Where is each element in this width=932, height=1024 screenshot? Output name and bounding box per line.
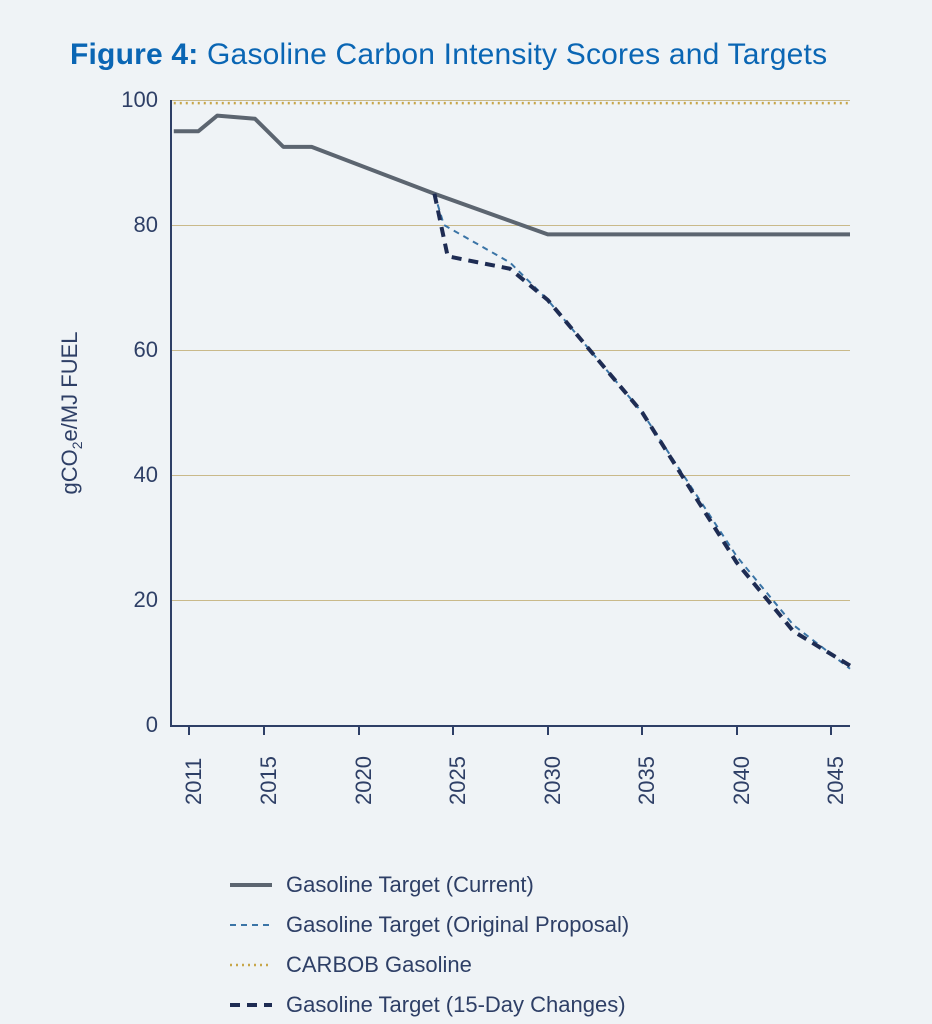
x-tick-mark bbox=[830, 725, 832, 735]
x-axis-line bbox=[170, 725, 850, 727]
legend-swatch bbox=[230, 994, 272, 1016]
x-tick-label: 2035 bbox=[634, 756, 660, 805]
x-tick-label: 2011 bbox=[181, 758, 207, 805]
x-tick-mark bbox=[547, 725, 549, 735]
legend-swatch bbox=[230, 914, 272, 936]
x-tick-mark bbox=[263, 725, 265, 735]
series-line bbox=[434, 194, 850, 669]
series-line bbox=[434, 194, 850, 666]
chart-canvas: Figure 4: Gasoline Carbon Intensity Scor… bbox=[0, 0, 932, 1024]
legend-label: Gasoline Target (Current) bbox=[286, 872, 534, 898]
y-axis-line bbox=[170, 100, 172, 727]
legend-row: Gasoline Target (Current) bbox=[230, 870, 629, 900]
legend-label: CARBOB Gasoline bbox=[286, 952, 472, 978]
x-tick-label: 2030 bbox=[540, 756, 566, 805]
x-tick-label: 2015 bbox=[256, 756, 282, 805]
legend-swatch bbox=[230, 874, 272, 896]
legend-label: Gasoline Target (Original Proposal) bbox=[286, 912, 629, 938]
series-line bbox=[174, 116, 850, 235]
x-tick-mark bbox=[452, 725, 454, 735]
legend-label: Gasoline Target (15-Day Changes) bbox=[286, 992, 626, 1018]
x-tick-label: 2020 bbox=[351, 756, 377, 805]
x-tick-mark bbox=[641, 725, 643, 735]
legend: Gasoline Target (Current) Gasoline Target… bbox=[230, 870, 629, 1024]
x-tick-mark bbox=[358, 725, 360, 735]
x-tick-label: 2040 bbox=[729, 756, 755, 805]
legend-swatch bbox=[230, 954, 272, 976]
x-tick-label: 2025 bbox=[445, 756, 471, 805]
x-tick-mark bbox=[736, 725, 738, 735]
legend-row: CARBOB Gasoline bbox=[230, 950, 629, 980]
legend-row: Gasoline Target (Original Proposal) bbox=[230, 910, 629, 940]
x-tick-label: 2045 bbox=[823, 756, 849, 805]
x-tick-mark bbox=[188, 725, 190, 735]
legend-row: Gasoline Target (15-Day Changes) bbox=[230, 990, 629, 1020]
